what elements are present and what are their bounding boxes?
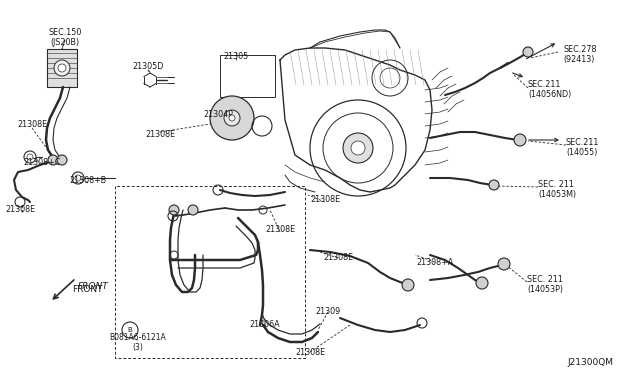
Circle shape: [351, 141, 365, 155]
Circle shape: [523, 47, 533, 57]
Circle shape: [343, 133, 373, 163]
Circle shape: [514, 134, 526, 146]
Circle shape: [188, 205, 198, 215]
Text: 21308+B: 21308+B: [69, 176, 107, 185]
Text: 21305D: 21305D: [132, 62, 164, 71]
Circle shape: [402, 279, 414, 291]
Circle shape: [229, 115, 235, 121]
Text: J21300QM: J21300QM: [567, 358, 613, 367]
Text: FRONT: FRONT: [78, 282, 109, 291]
Text: 21305: 21305: [223, 52, 248, 61]
Circle shape: [57, 155, 67, 165]
Text: SEC.211
(14056ND): SEC.211 (14056ND): [528, 80, 572, 99]
Text: 21308+C: 21308+C: [23, 158, 61, 167]
Text: B081A6-6121A
(3): B081A6-6121A (3): [109, 333, 166, 352]
Circle shape: [58, 64, 66, 72]
Text: 21308E: 21308E: [295, 348, 325, 357]
Circle shape: [476, 277, 488, 289]
Text: SEC. 211
(14053P): SEC. 211 (14053P): [527, 275, 563, 294]
Text: 21308+A: 21308+A: [417, 258, 454, 267]
Bar: [220, 55, 275, 97]
Circle shape: [489, 180, 499, 190]
Circle shape: [224, 110, 240, 126]
Circle shape: [54, 60, 70, 76]
Text: SEC.211
(14055): SEC.211 (14055): [566, 138, 600, 157]
Bar: [47, 49, 77, 87]
Text: 21308E: 21308E: [323, 253, 353, 262]
Text: FRONT: FRONT: [72, 285, 102, 294]
Text: SEC. 211
(14053M): SEC. 211 (14053M): [538, 180, 576, 199]
Circle shape: [498, 258, 510, 270]
Text: 21308E: 21308E: [145, 130, 175, 139]
Circle shape: [48, 155, 58, 165]
Text: 21309: 21309: [316, 307, 340, 316]
Text: SEC.150
(JS20B): SEC.150 (JS20B): [48, 28, 82, 47]
Text: 21306A: 21306A: [250, 320, 280, 329]
Circle shape: [210, 96, 254, 140]
Text: SEC.278
(92413): SEC.278 (92413): [563, 45, 596, 64]
Text: 21308E: 21308E: [310, 195, 340, 204]
Text: 21304P: 21304P: [203, 110, 233, 119]
Text: B: B: [127, 327, 132, 333]
Circle shape: [169, 205, 179, 215]
Text: 21308E: 21308E: [265, 225, 295, 234]
Text: 21308E: 21308E: [17, 120, 47, 129]
Text: 21308E: 21308E: [5, 205, 35, 214]
